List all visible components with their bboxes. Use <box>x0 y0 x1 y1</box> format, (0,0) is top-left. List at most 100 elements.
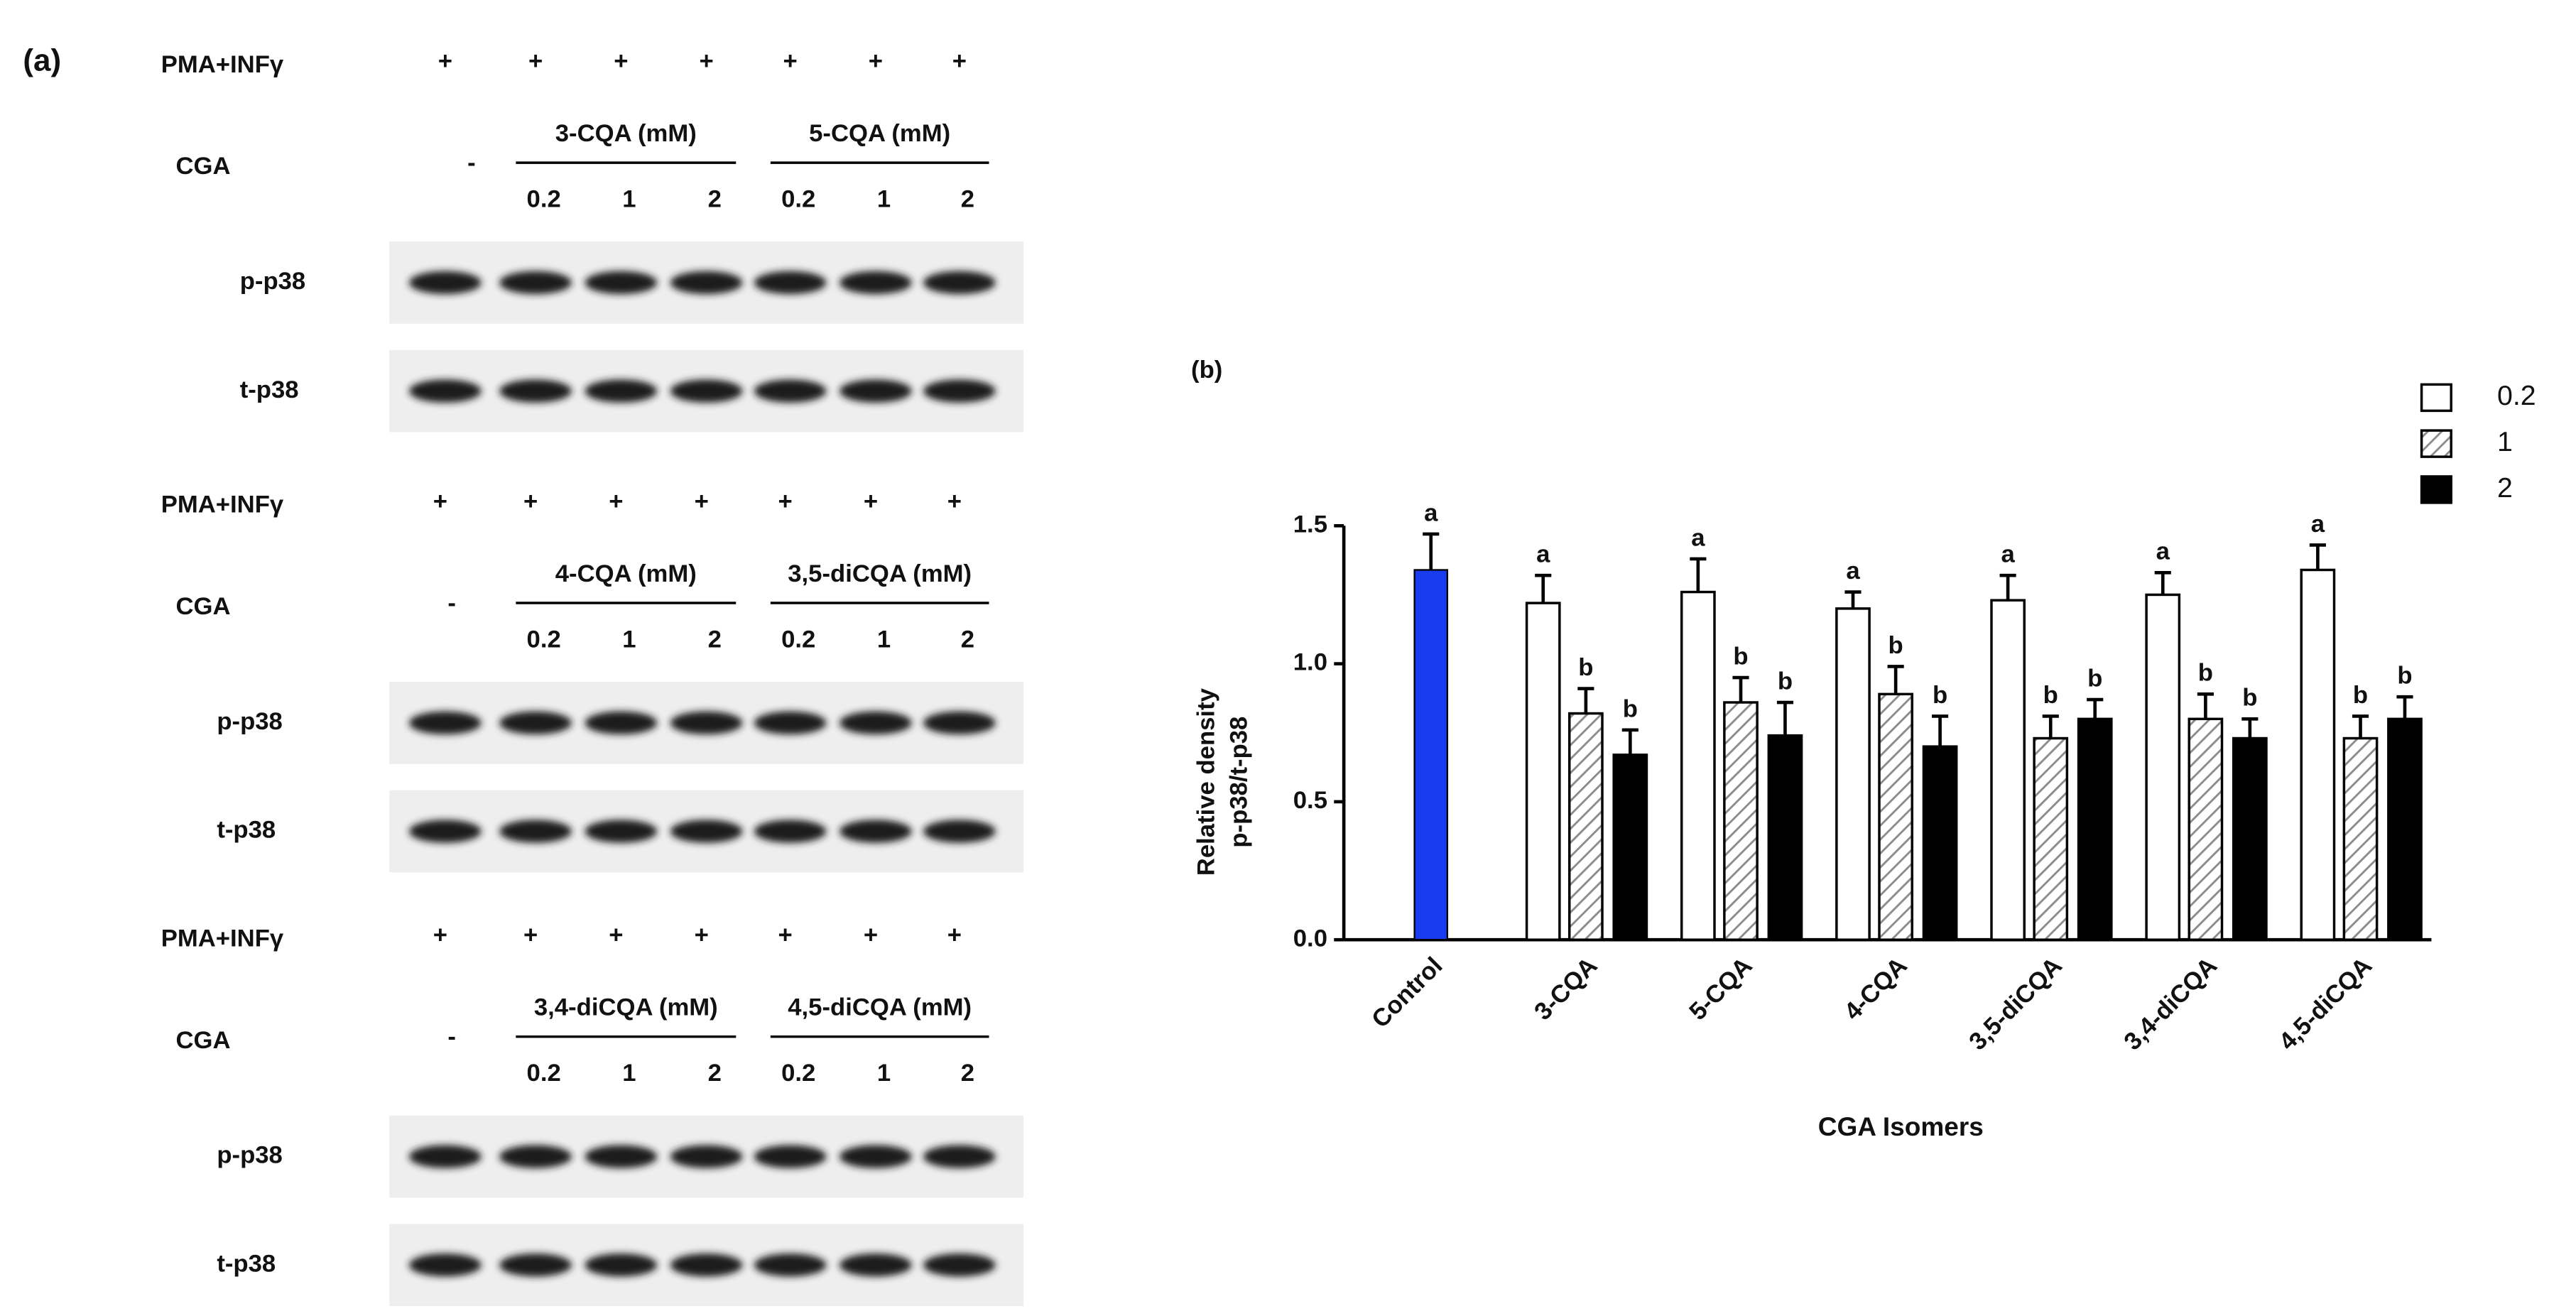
dose-label: 0.2 <box>527 1060 561 1087</box>
bar <box>2300 568 2336 941</box>
significance-letter: a <box>1536 541 1550 568</box>
dose-label: 1 <box>622 626 636 653</box>
bar <box>1990 599 2026 941</box>
bar <box>1680 590 1716 941</box>
bar <box>1922 745 1958 941</box>
blot-band <box>670 1254 743 1277</box>
bar <box>2145 593 2181 941</box>
blot-band <box>754 711 827 735</box>
dose-label: 0.2 <box>781 1060 815 1087</box>
significance-letter: a <box>2001 541 2015 568</box>
x-tick-label: 3-CQA <box>1529 952 1602 1026</box>
group-label: 4-CQA (mM) <box>555 560 697 587</box>
blot-band <box>754 379 827 403</box>
legend-label: 1 <box>2497 426 2513 457</box>
bar <box>1612 754 1648 941</box>
row-label: t-p38 <box>217 1250 276 1277</box>
plus-sign: + <box>947 922 962 949</box>
bar <box>2077 717 2113 941</box>
plus-sign: + <box>695 488 709 515</box>
significance-letter: b <box>1733 643 1748 670</box>
treatment-label: PMA+INFγ <box>161 51 284 78</box>
legend-label: 0.2 <box>2497 380 2536 411</box>
blot-band <box>839 1145 912 1168</box>
blot-band <box>499 379 572 403</box>
significance-letter: a <box>2156 538 2170 565</box>
significance-letter: b <box>2198 660 2213 687</box>
blot-band <box>754 820 827 843</box>
blot-band <box>754 271 827 295</box>
dose-label: 1 <box>622 185 636 212</box>
bar <box>1723 701 1759 941</box>
row-label: p-p38 <box>217 708 283 735</box>
group-label: 3,5-diCQA (mM) <box>788 560 972 587</box>
bar <box>2232 736 2268 941</box>
blot-band <box>670 271 743 295</box>
plus-sign: + <box>528 48 543 75</box>
x-tick-label: 3,4-diCQA <box>2119 952 2222 1055</box>
blot-band <box>839 1254 912 1277</box>
significance-letter: a <box>1846 558 1860 584</box>
group-label: 3,4-diCQA (mM) <box>534 994 718 1021</box>
dose-label: 0.2 <box>527 185 561 212</box>
plus-sign: + <box>438 48 452 75</box>
blot-band <box>408 1145 482 1168</box>
blot-band <box>839 711 912 735</box>
blot-band <box>499 1254 572 1277</box>
blot-band <box>408 1254 482 1277</box>
x-tick-label: 5-CQA <box>1685 952 1758 1026</box>
x-axis-label: CGA Isomers <box>1818 1111 1984 1141</box>
plus-sign: + <box>614 48 628 75</box>
blot-band <box>923 271 996 295</box>
bar <box>1413 569 1449 941</box>
plus-sign: + <box>864 488 878 515</box>
blot-band <box>408 379 482 403</box>
blot-band <box>585 1145 658 1168</box>
blot-band <box>499 1145 572 1168</box>
dose-label: 2 <box>708 185 722 212</box>
significance-letter: b <box>1778 668 1793 695</box>
row-label: t-p38 <box>217 817 276 844</box>
blot-band <box>754 1145 827 1168</box>
significance-letter: b <box>2397 663 2412 690</box>
dose-label: 2 <box>961 626 974 653</box>
row-label: p-p38 <box>240 268 306 295</box>
legend-label: 2 <box>2497 472 2513 504</box>
dose-label: 2 <box>961 185 974 212</box>
plus-sign: + <box>778 488 793 515</box>
plus-sign: + <box>869 48 883 75</box>
y-tick-label: 1.5 <box>1293 511 1327 538</box>
blot-band <box>408 711 482 735</box>
blot-band <box>585 711 658 735</box>
dose-label: 0.2 <box>781 185 815 212</box>
bar <box>1525 602 1561 941</box>
dose-label: 1 <box>622 1060 636 1087</box>
blot-band <box>923 1145 996 1168</box>
significance-letter: b <box>1933 682 1947 709</box>
cga-label: CGA <box>176 593 231 620</box>
blot-band <box>408 271 482 295</box>
bar <box>2387 717 2423 941</box>
plus-sign: + <box>523 922 538 949</box>
group-label: 5-CQA (mM) <box>809 120 950 147</box>
plus-sign: + <box>433 922 447 949</box>
control-dash: - <box>447 589 456 616</box>
plus-sign: + <box>778 922 793 949</box>
bar <box>1835 607 1871 941</box>
legend-swatch <box>2420 475 2452 504</box>
treatment-label: PMA+INFγ <box>161 925 284 952</box>
dose-label: 2 <box>708 1060 722 1087</box>
plus-sign: + <box>947 488 962 515</box>
x-tick-label: 4,5-diCQA <box>2274 952 2377 1055</box>
blot-band <box>585 820 658 843</box>
bar <box>2342 736 2379 941</box>
dose-label: 1 <box>877 626 891 653</box>
plus-sign: + <box>609 488 623 515</box>
plus-sign: + <box>695 922 709 949</box>
y-tick-label: 0.0 <box>1293 925 1327 952</box>
panel-label: (b) <box>1191 357 1222 384</box>
blot-band <box>585 1254 658 1277</box>
blot-band <box>499 711 572 735</box>
dose-label: 0.2 <box>527 626 561 653</box>
blot-band <box>670 379 743 403</box>
